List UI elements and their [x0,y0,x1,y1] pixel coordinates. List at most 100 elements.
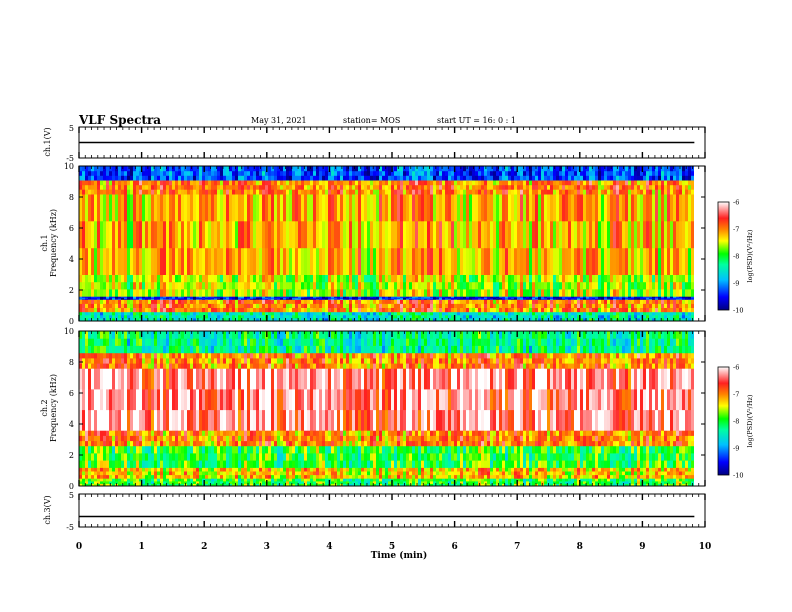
spectrogram-cell [142,471,145,476]
spectrogram-cell [208,307,211,313]
spectrogram-cell [208,180,211,186]
spectrogram-cell [388,184,391,190]
spectrogram-cell [520,314,523,319]
spectrogram-cell [655,303,658,308]
spectrogram-cell [235,299,238,304]
spectrogram-cell [367,311,370,316]
spectrogram-cell [115,307,118,313]
spectrogram-cell [562,170,565,176]
spectrogram-cell [181,166,184,172]
spectrogram-cell [91,338,94,346]
spectrogram-cell [214,281,217,290]
spectrogram-cell [172,184,175,190]
spectrogram-cell [496,247,499,275]
spectrogram-cell [91,170,94,176]
spectrogram-cell [79,296,82,298]
spectrogram-cell [319,296,322,298]
spectrogram-cell [307,193,310,222]
spectrogram-cell [220,303,223,308]
spectrogram-cell [613,180,616,186]
spectrogram-cell [454,193,457,222]
spectrogram-cell [178,175,181,181]
spectrogram-cell [307,170,310,176]
spectrogram-cell [304,311,307,316]
spectrogram-cell [370,303,373,308]
spectrogram-cell [130,388,133,411]
spectrogram-cell [121,289,124,297]
spectrogram-cell [358,175,361,181]
spectrogram-cell [328,281,331,290]
spectrogram-cell [280,299,283,304]
spectrogram-cell [181,220,184,249]
spectrogram-cell [115,184,118,190]
spectrogram-cell [406,303,409,308]
spectrogram-cell [340,297,343,299]
spectrogram-cell [292,180,295,186]
spectrogram-cell [409,170,412,176]
spectrogram-cell [112,331,115,339]
spectrogram-cell [91,180,94,186]
spectrogram-cell [505,189,508,195]
spectrogram-cell [619,274,622,283]
spectrogram-cell [379,311,382,316]
spectrogram-cell [202,220,205,249]
spectrogram-cell [316,298,319,300]
spectrogram-cell [376,180,379,186]
spectrogram-cell [286,314,289,319]
spectrogram-cell [598,247,601,275]
spectrogram-cell [556,281,559,290]
spectrogram-cell [643,296,646,298]
spectrogram-cell [121,247,124,275]
spectrogram-cell [265,289,268,297]
spectrogram-cell [430,170,433,176]
spectrogram-cell [208,281,211,290]
spectrogram-cell [328,220,331,249]
spectrogram-cell [112,175,115,181]
spectrogram-cell [610,299,613,304]
spectrogram-cell [208,170,211,176]
spectrogram-cell [298,166,301,172]
spectrogram-cell [187,166,190,172]
spectrogram-cell [655,274,658,283]
spectrogram-cell [490,175,493,181]
spectrogram-cell [148,180,151,186]
spectrogram-cell [508,303,511,308]
spectrogram-cell [307,298,310,300]
spectrogram-cell [94,338,97,346]
spectrogram-cell [163,175,166,181]
spectrogram-cell [415,289,418,297]
spectrogram-cell [361,303,364,308]
spectrogram-cell [136,297,139,299]
spectrogram-cell [91,445,94,454]
spectrogram-cell [616,307,619,313]
spectrogram-cell [235,189,238,195]
spectrogram-cell [124,184,127,190]
spectrogram-cell [304,247,307,275]
spectrogram-cell [547,274,550,283]
spectrogram-cell [208,175,211,181]
spectrogram-cell [643,180,646,186]
spectrogram-cell [436,297,439,299]
spectrogram-cell [454,311,457,316]
spectrogram-cell [493,298,496,300]
spectrogram-cell [313,296,316,298]
spectrogram-cell [274,314,277,319]
spectrogram-cell [457,170,460,176]
spectrogram-cell [79,445,82,454]
spectrogram-cell [496,314,499,319]
spectrogram-cell [136,480,139,484]
spectrogram-cell [472,307,475,313]
spectrogram-cell [568,180,571,186]
spectrogram-cell [100,170,103,176]
spectrogram-cell [370,184,373,190]
spectrogram-cell [316,189,319,195]
spectrogram-cell [637,166,640,172]
spectrogram-cell [448,311,451,316]
spectrogram-cell [562,298,565,300]
spectrogram-cell [514,184,517,190]
spectrogram-cell [679,189,682,195]
spectrogram-cell [106,345,109,354]
spectrogram-cell [640,220,643,249]
spectrogram-cell [199,220,202,249]
spectrogram-cell [94,170,97,176]
